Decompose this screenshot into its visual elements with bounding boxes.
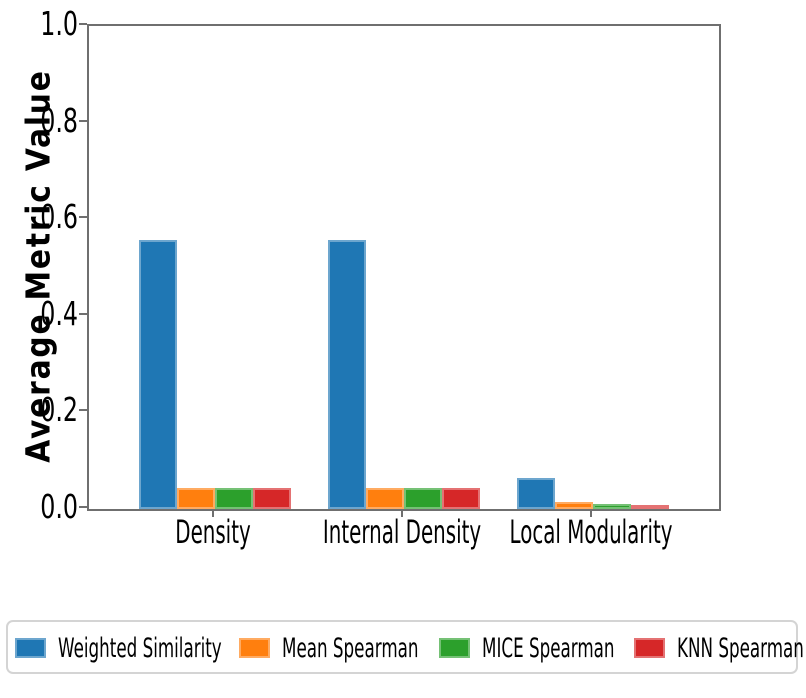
x-tick-label-density: Density bbox=[175, 513, 251, 551]
legend-label: Weighted Similarity bbox=[58, 632, 222, 664]
y-tick-label: 0.2 bbox=[40, 390, 78, 430]
bar-mean-spearman-density bbox=[177, 488, 215, 509]
bar-knn-spearman-internal-density bbox=[442, 488, 480, 509]
bar-knn-spearman-local-modularity bbox=[631, 505, 669, 509]
x-tick-mark bbox=[590, 509, 592, 517]
legend-label: MICE Spearman bbox=[482, 632, 615, 664]
legend-item-weighted-similarity: Weighted Similarity bbox=[15, 632, 322, 664]
legend: Weighted Similarity Mean Spearman MICE Spe… bbox=[6, 620, 804, 674]
legend-swatch-mice-spearman bbox=[439, 638, 470, 658]
bar-weighted-similarity-local-modularity bbox=[517, 478, 555, 509]
legend-item-knn-spearman: KNN Spearman bbox=[634, 632, 806, 664]
bar-mean-spearman-internal-density bbox=[366, 488, 404, 509]
bar-weighted-similarity-internal-density bbox=[328, 240, 366, 509]
legend-swatch-knn-spearman bbox=[634, 638, 665, 658]
bar-knn-spearman-density bbox=[253, 488, 291, 509]
bar-mice-spearman-internal-density bbox=[404, 488, 442, 509]
x-tick-mark bbox=[212, 509, 214, 517]
legend-label: Mean Spearman bbox=[282, 632, 419, 664]
y-tick-label: 0.4 bbox=[40, 293, 78, 333]
y-tick-label: 1.0 bbox=[40, 4, 78, 43]
x-tick-label-internal-density: Internal Density bbox=[322, 513, 482, 551]
y-tick-label: 0.6 bbox=[40, 197, 78, 237]
bar-mice-spearman-density bbox=[215, 488, 253, 509]
y-tick-label: 0.8 bbox=[40, 100, 78, 140]
y-tick-mark bbox=[79, 23, 87, 25]
x-tick-mark bbox=[401, 509, 403, 517]
y-tick-mark bbox=[79, 506, 87, 508]
legend-swatch-weighted-similarity bbox=[15, 638, 46, 658]
legend-swatch-mean-spearman bbox=[239, 638, 270, 658]
y-tick-mark bbox=[79, 119, 87, 122]
plot-area bbox=[87, 24, 721, 511]
y-tick-mark bbox=[79, 216, 87, 219]
bar-mice-spearman-local-modularity bbox=[593, 504, 631, 509]
legend-label: KNN Spearman bbox=[677, 632, 804, 664]
y-tick-mark bbox=[79, 312, 87, 315]
bar-weighted-similarity-density bbox=[139, 240, 177, 509]
y-tick-mark bbox=[79, 409, 87, 412]
legend-item-mice-spearman: MICE Spearman bbox=[439, 632, 696, 664]
legend-item-mean-spearman: Mean Spearman bbox=[239, 632, 502, 664]
y-tick-label: 0.0 bbox=[40, 487, 78, 526]
x-tick-label-local-modularity: Local Modularity bbox=[509, 513, 673, 551]
bar-mean-spearman-local-modularity bbox=[555, 502, 593, 509]
